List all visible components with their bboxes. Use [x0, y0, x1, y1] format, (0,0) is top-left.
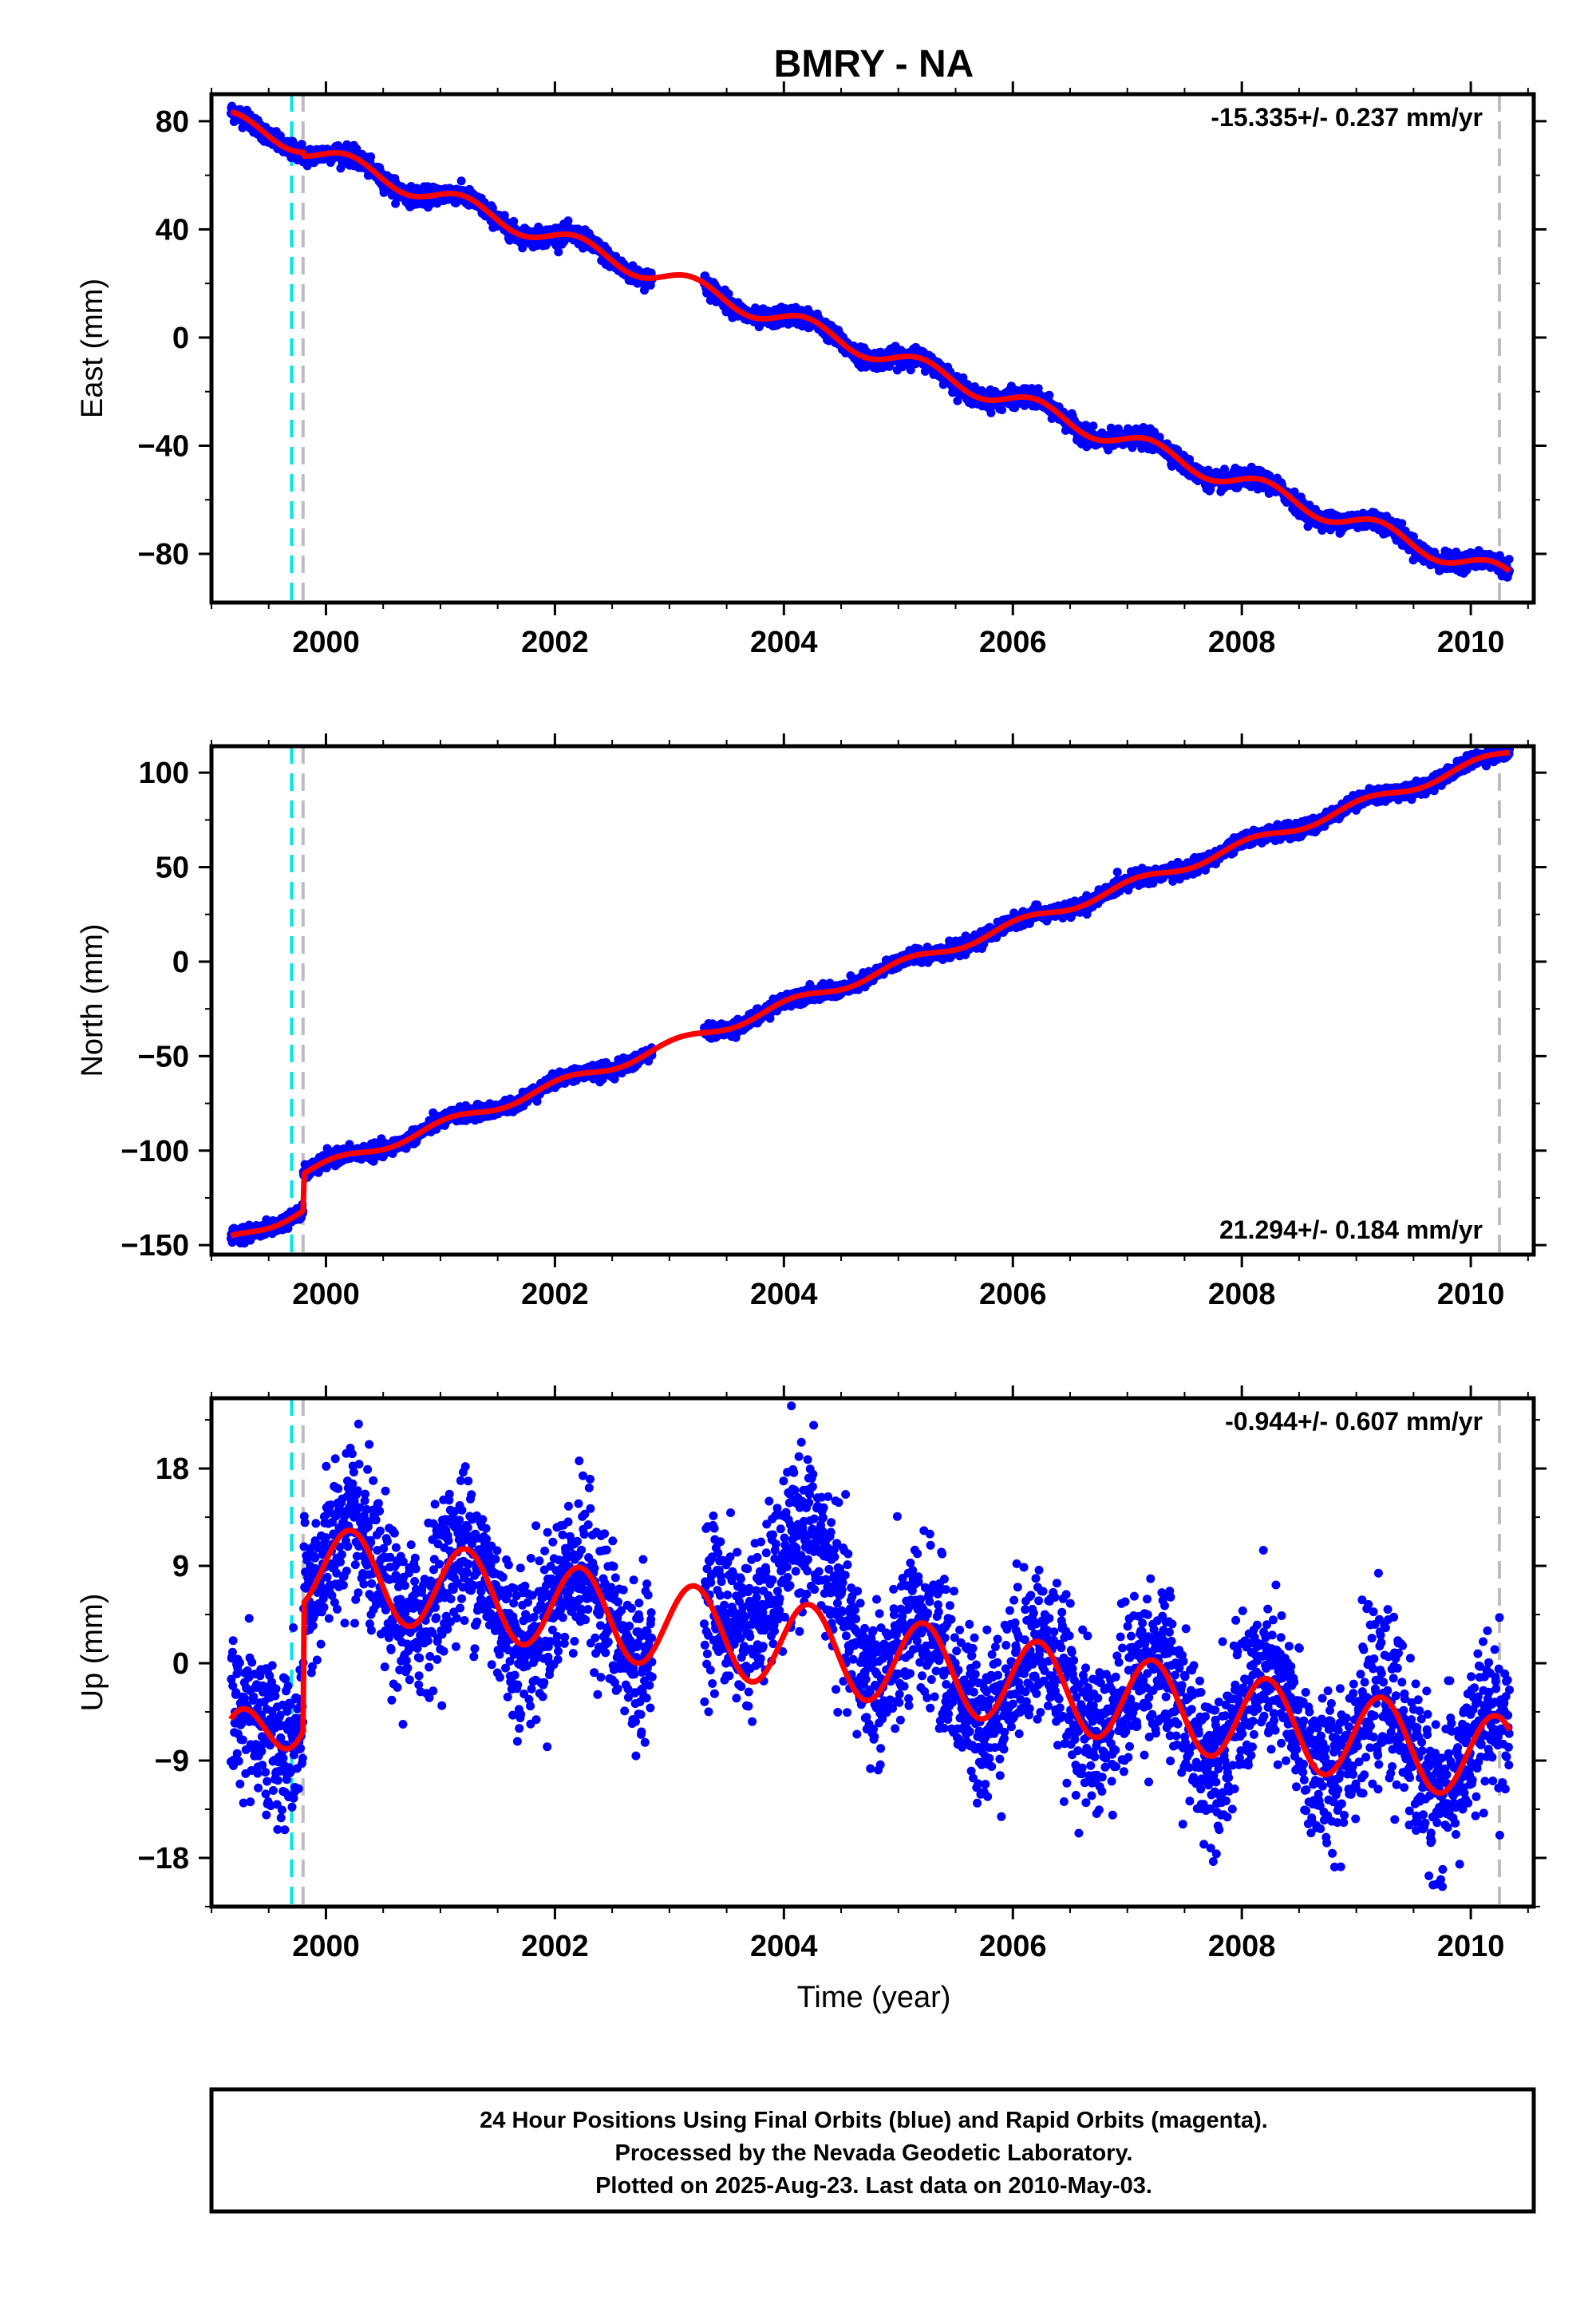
data-points-east [226, 101, 1514, 582]
x-tick-label: 2006 [979, 626, 1047, 659]
x-tick-label: 2008 [1208, 626, 1276, 659]
data-point [554, 247, 563, 257]
plot-frame-east [209, 92, 1536, 605]
data-point [1045, 390, 1054, 400]
y-tick-label: 0 [172, 322, 189, 355]
data-point [297, 140, 306, 149]
panel-east: 80 40 0 −40 −80 2000 2002 2004 2006 2008 2010 East … [76, 81, 1547, 659]
data-point [640, 286, 649, 295]
y-tick-label: −80 [138, 538, 189, 571]
data-point [456, 176, 466, 186]
data-point [366, 152, 376, 161]
data-point [1290, 487, 1299, 496]
y-tick-label: 80 [156, 105, 189, 139]
x-tick-label: 2010 [1437, 626, 1505, 659]
data-point [391, 199, 401, 208]
data-point [1088, 421, 1098, 431]
data-point [1397, 519, 1407, 528]
data-point [998, 405, 1007, 414]
x-tick-label: 2002 [521, 626, 589, 659]
x-tick-label: 2000 [292, 626, 360, 659]
y-tick-label: 40 [156, 213, 189, 247]
chart-title: BMRY - NA [774, 43, 974, 85]
plot-area-north [226, 746, 1514, 1255]
data-points-north [226, 746, 1514, 1248]
data-point [986, 408, 996, 417]
rate-annotation-east: -15.335+/- 0.237 mm/yr [1211, 103, 1483, 132]
x-tick-label: 2004 [750, 626, 818, 659]
plot-area-east [226, 94, 1514, 603]
data-point [563, 216, 573, 226]
data-point [509, 216, 519, 226]
data-point [724, 289, 733, 298]
model-line-east [229, 109, 1511, 574]
y-tick-label: −40 [138, 429, 189, 463]
y-axis-label-east: East (mm) [76, 279, 109, 418]
data-point [1504, 555, 1514, 564]
